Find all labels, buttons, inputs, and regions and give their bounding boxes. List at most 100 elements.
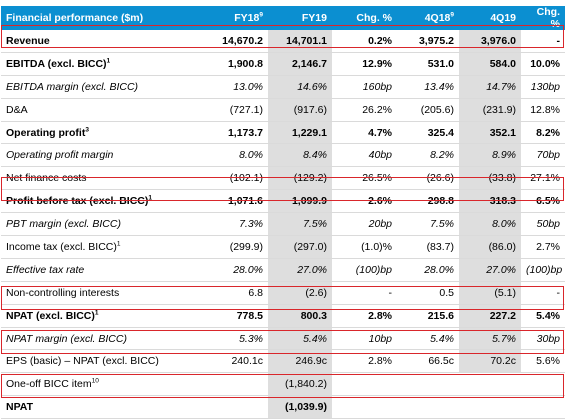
table-row: EPS (basic) – NPAT (excl. BICC) 240.1c 246… <box>1 349 565 374</box>
cell-fy18: 6.8 <box>189 281 268 305</box>
row-label: Profit before tax (excl. BICC)1 <box>1 189 189 214</box>
table-row: PBT margin (excl. BICC) 7.3% 7.5% 20bp 7.5% 8… <box>1 212 565 237</box>
cell-4q19: (5.1) <box>459 281 521 305</box>
cell-4q19 <box>459 395 521 419</box>
table-row: Income tax (excl. BICC)1 (299.9) (297.0) (1… <box>1 235 565 259</box>
cell-4q19: (33.8) <box>459 166 521 191</box>
cell-fy18: 7.3% <box>189 212 268 237</box>
cell-fy18: 1,173.7 <box>189 121 268 145</box>
cell-fy19: 1,099.9 <box>268 189 332 214</box>
col-header-4q18: 4Q189 <box>397 6 459 30</box>
cell-fy19: 246.9c <box>268 349 332 374</box>
cell-4q18: 66.5c <box>397 349 459 374</box>
cell-fy19: (917.6) <box>268 98 332 122</box>
cell-fy18 <box>189 372 268 397</box>
row-label: Revenue <box>1 30 189 53</box>
cell-fy18: 14,670.2 <box>189 30 268 53</box>
cell-4q-chg <box>521 372 565 397</box>
cell-4q19: 227.2 <box>459 304 521 328</box>
row-label: Non-controlling interests <box>1 281 189 305</box>
row-label: One-off BICC item10 <box>1 372 189 397</box>
cell-fy-chg: 0.2% <box>332 30 397 53</box>
cell-4q19: 27.0% <box>459 258 521 282</box>
cell-fy18: 5.3% <box>189 327 268 351</box>
cell-fy-chg: 20bp <box>332 212 397 237</box>
table-row: Profit before tax (excl. BICC)1 1,071.6 1,… <box>1 189 565 214</box>
cell-fy19: 800.3 <box>268 304 332 328</box>
cell-4q18: 298.8 <box>397 189 459 214</box>
cell-4q19: 14.7% <box>459 75 521 99</box>
cell-fy18: 8.0% <box>189 143 268 168</box>
cell-4q-chg: 50bp <box>521 212 565 237</box>
row-label: EPS (basic) – NPAT (excl. BICC) <box>1 349 189 374</box>
cell-4q18: 3,975.2 <box>397 30 459 53</box>
cell-4q-chg: 8.2% <box>521 121 565 145</box>
cell-fy19: 1,229.1 <box>268 121 332 145</box>
cell-4q18: (26.6) <box>397 166 459 191</box>
cell-4q-chg: - <box>521 30 565 53</box>
table-row: Non-controlling interests 6.8 (2.6) -0.5 (5.… <box>1 281 565 305</box>
cell-fy-chg: - <box>332 281 397 305</box>
cell-fy19: 2,146.7 <box>268 52 332 76</box>
cell-fy-chg <box>332 372 397 397</box>
cell-fy-chg <box>332 395 397 419</box>
cell-fy18: (727.1) <box>189 98 268 122</box>
cell-4q-chg: 2.7% <box>521 235 565 259</box>
cell-4q19: 352.1 <box>459 121 521 145</box>
cell-fy19: (1,039.9) <box>268 395 332 419</box>
cell-fy19: (2.6) <box>268 281 332 305</box>
cell-fy19: 7.5% <box>268 212 332 237</box>
header-label: Financial performance ($m) <box>1 6 189 30</box>
row-label: Income tax (excl. BICC)1 <box>1 235 189 259</box>
table-row: NPAT (excl. BICC)1 778.5 800.3 2.8% 215.6 227… <box>1 304 565 328</box>
cell-4q18: 28.0% <box>397 258 459 282</box>
cell-fy-chg: 2.8% <box>332 349 397 374</box>
row-label: Effective tax rate <box>1 258 189 282</box>
cell-fy-chg: 2.6% <box>332 189 397 214</box>
cell-4q19: (86.0) <box>459 235 521 259</box>
col-header-4q19: 4Q19 <box>459 6 521 30</box>
cell-4q18: 8.2% <box>397 143 459 168</box>
table-row: NPAT (1,039.9) <box>1 395 565 419</box>
cell-4q18: 5.4% <box>397 327 459 351</box>
row-label: NPAT margin (excl. BICC) <box>1 327 189 351</box>
table-row: D&A (727.1) (917.6) 26.2% (205.6) (231.9) 12.8… <box>1 98 565 122</box>
cell-4q18: 325.4 <box>397 121 459 145</box>
table-row: Revenue 14,670.2 14,701.1 0.2% 3,975.2 3,976.… <box>1 30 565 53</box>
cell-fy18: 1,071.6 <box>189 189 268 214</box>
cell-4q19: 318.3 <box>459 189 521 214</box>
cell-4q-chg <box>521 395 565 419</box>
row-label: Operating profit margin <box>1 143 189 168</box>
cell-fy19: (297.0) <box>268 235 332 259</box>
cell-fy-chg: 160bp <box>332 75 397 99</box>
cell-fy-chg: (1.0)% <box>332 235 397 259</box>
cell-fy18: (102.1) <box>189 166 268 191</box>
cell-4q19: 70.2c <box>459 349 521 374</box>
header-row: Financial performance ($m) FY189 FY19 Ch… <box>1 6 565 30</box>
cell-4q-chg: (100)bp <box>521 258 565 282</box>
cell-4q19: 3,976.0 <box>459 30 521 53</box>
cell-fy-chg: 40bp <box>332 143 397 168</box>
cell-fy-chg: (100)bp <box>332 258 397 282</box>
cell-4q-chg: 12.8% <box>521 98 565 122</box>
row-label: PBT margin (excl. BICC) <box>1 212 189 237</box>
cell-fy-chg: 26.5% <box>332 166 397 191</box>
cell-4q-chg: 5.4% <box>521 304 565 328</box>
cell-fy-chg: 4.7% <box>332 121 397 145</box>
cell-fy18 <box>189 395 268 419</box>
row-label: EBITDA margin (excl. BICC) <box>1 75 189 99</box>
table-row: NPAT margin (excl. BICC) 5.3% 5.4% 10bp 5.4%… <box>1 327 565 351</box>
col-header-fy19: FY19 <box>268 6 332 30</box>
cell-fy18: 28.0% <box>189 258 268 282</box>
cell-4q18: 531.0 <box>397 52 459 76</box>
cell-4q18: (205.6) <box>397 98 459 122</box>
cell-4q-chg: 6.5% <box>521 189 565 214</box>
cell-4q18: 7.5% <box>397 212 459 237</box>
cell-fy18: 778.5 <box>189 304 268 328</box>
cell-fy18: 1,900.8 <box>189 52 268 76</box>
table-row: Operating profit3 1,173.7 1,229.1 4.7% 325.4… <box>1 121 565 145</box>
cell-4q19: 584.0 <box>459 52 521 76</box>
cell-4q18: 0.5 <box>397 281 459 305</box>
cell-fy18: 240.1c <box>189 349 268 374</box>
cell-4q19: 8.0% <box>459 212 521 237</box>
